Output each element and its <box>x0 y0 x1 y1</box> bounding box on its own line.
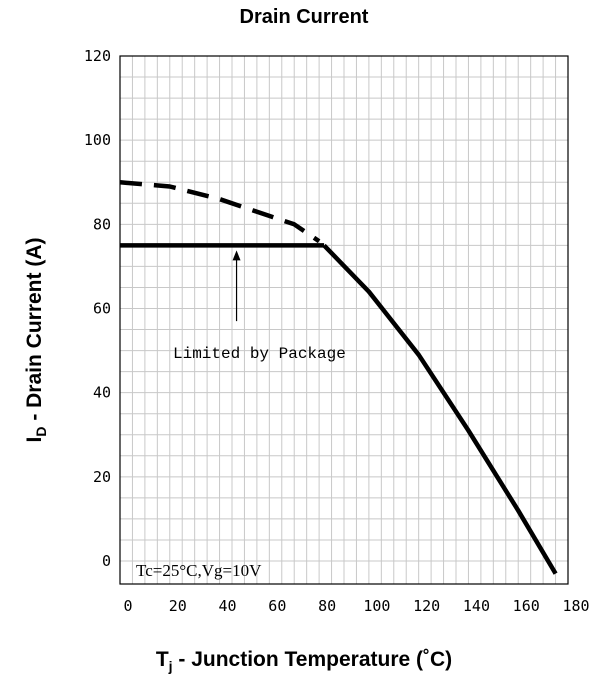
annotation-package-limit: Limited by Package <box>173 345 346 363</box>
x-tick-label: 40 <box>219 597 237 615</box>
annotation-arrow-head <box>232 250 241 261</box>
y-tick-label: 20 <box>93 468 111 486</box>
y-tick-label: 40 <box>93 384 111 402</box>
y-tick-label: 80 <box>93 215 111 233</box>
x-tick-label: 20 <box>169 597 187 615</box>
grid-lines <box>119 55 569 584</box>
x-tick-label: 160 <box>513 597 540 615</box>
series-line-dashed <box>119 180 321 244</box>
y-tick-label: 120 <box>84 47 111 65</box>
y-tick-label: 0 <box>102 552 111 570</box>
x-tick-label: 100 <box>363 597 390 615</box>
x-tick-labels: 0 20 40 60 80 100 120 140 160 180 <box>123 597 589 615</box>
series-line-solid-2 <box>322 243 558 575</box>
y-tick-label: 60 <box>93 300 111 318</box>
x-axis-label: Tj - Junction Temperature (˚C) <box>155 648 453 675</box>
x-tick-label: 120 <box>413 597 440 615</box>
chart-title: Drain Current <box>239 6 369 28</box>
x-tick-label: 180 <box>562 597 589 615</box>
plot-frame <box>119 55 569 585</box>
x-tick-label: 60 <box>268 597 286 615</box>
y-tick-label: 100 <box>84 131 111 149</box>
annotation-conditions: Tc=25°C,Vg=10V <box>136 561 262 580</box>
x-tick-label: 80 <box>318 597 336 615</box>
x-tick-label: 140 <box>463 597 490 615</box>
y-tick-labels: 0 20 40 60 80 100 120 <box>84 47 111 570</box>
data-series <box>119 180 558 575</box>
x-tick-label: 0 <box>123 597 132 615</box>
annotations: Limited by Package Tc=25°C,Vg=10V <box>136 250 346 580</box>
